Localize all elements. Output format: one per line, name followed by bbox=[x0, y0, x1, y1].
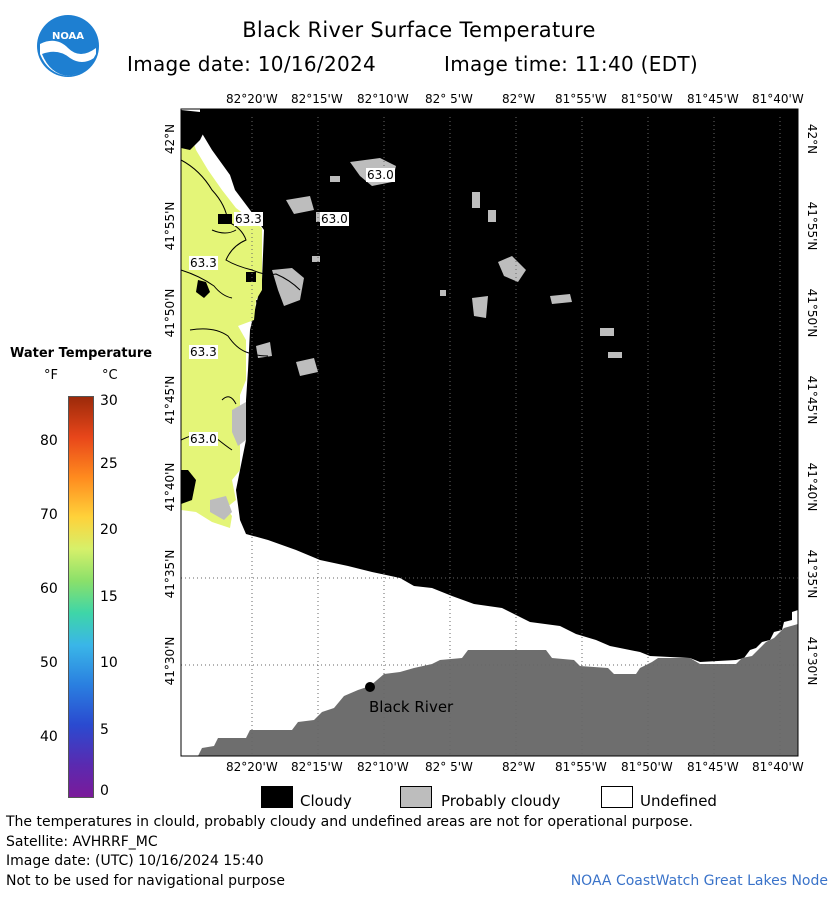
lat-label-right: 41°30'N bbox=[805, 636, 819, 686]
legend-c-tick: 30 bbox=[100, 393, 118, 409]
lon-label-bottom: 82°20'W bbox=[226, 760, 278, 774]
lon-label-bottom: 81°50'W bbox=[621, 760, 673, 774]
legend-f-tick: 70 bbox=[40, 507, 58, 523]
lat-label-right: 41°40'N bbox=[805, 462, 819, 512]
lon-label-top: 82°20'W bbox=[226, 92, 278, 106]
lat-label-left: 41°50'N bbox=[163, 288, 177, 338]
lat-label-right: 41°45'N bbox=[805, 375, 819, 425]
lon-label-bottom: 81°55'W bbox=[555, 760, 607, 774]
lon-label-top: 82°W bbox=[502, 92, 536, 106]
contour-label: 63.0 bbox=[366, 168, 395, 182]
land-area bbox=[181, 624, 798, 756]
legend-unit-c: °C bbox=[102, 368, 118, 383]
legend-c-tick: 20 bbox=[100, 522, 118, 538]
lon-label-top: 81°55'W bbox=[555, 92, 607, 106]
nav-warning-text: Not to be used for navigational purpose bbox=[6, 873, 285, 889]
lon-label-top: 81°50'W bbox=[621, 92, 673, 106]
image-date: Image date: 10/16/2024 bbox=[127, 52, 377, 76]
logo-text: NOAA bbox=[52, 31, 84, 42]
map-frame bbox=[180, 108, 799, 757]
legend-c-tick: 15 bbox=[100, 589, 118, 605]
utc-date-text: Image date: (UTC) 10/16/2024 15:40 bbox=[6, 853, 264, 869]
legend-unit-f: °F bbox=[44, 368, 58, 383]
lon-label-top: 82°10'W bbox=[357, 92, 409, 106]
lon-label-bottom: 81°40'W bbox=[752, 760, 804, 774]
contour-label: 63.3 bbox=[189, 345, 218, 359]
lat-label-right: 42°N bbox=[805, 123, 819, 155]
lon-label-bottom: 82°15'W bbox=[291, 760, 343, 774]
key-label-undefined: Undefined bbox=[640, 792, 717, 810]
contour-label: 63.3 bbox=[234, 212, 263, 226]
legend-title: Water Temperature bbox=[10, 346, 153, 361]
key-swatch-undefined bbox=[601, 786, 633, 808]
legend-c-tick: 0 bbox=[100, 783, 109, 799]
satellite-text: Satellite: AVHRRF_MC bbox=[6, 834, 158, 850]
place-label: Black River bbox=[369, 698, 454, 716]
water-63-area bbox=[181, 130, 262, 528]
contour-label: 63.0 bbox=[189, 432, 218, 446]
legend-f-tick: 60 bbox=[40, 581, 58, 597]
lon-label-top: 82° 5'W bbox=[425, 92, 473, 106]
lon-label-top: 82°15'W bbox=[291, 92, 343, 106]
lat-label-left: 41°30'N bbox=[163, 636, 177, 686]
lon-label-bottom: 82°10'W bbox=[357, 760, 409, 774]
legend-c-tick: 5 bbox=[100, 722, 109, 738]
lat-label-right: 41°50'N bbox=[805, 288, 819, 338]
lat-label-left: 41°55'N bbox=[163, 201, 177, 251]
key-label-cloudy: Cloudy bbox=[300, 792, 352, 810]
image-time: Image time: 11:40 (EDT) bbox=[444, 52, 699, 76]
credit-link[interactable]: NOAA CoastWatch Great Lakes Node bbox=[570, 873, 828, 889]
lat-label-left: 41°35'N bbox=[163, 549, 177, 599]
lat-label-right: 41°55'N bbox=[805, 201, 819, 251]
lon-label-bottom: 81°45'W bbox=[687, 760, 739, 774]
lon-label-top: 81°45'W bbox=[687, 92, 739, 106]
disclaimer-text: The temperatures in clould, probably clo… bbox=[6, 814, 693, 830]
legend-c-tick: 25 bbox=[100, 456, 118, 472]
lon-label-bottom: 82° 5'W bbox=[425, 760, 473, 774]
lon-label-bottom: 82°W bbox=[502, 760, 536, 774]
key-label-probably-cloudy: Probably cloudy bbox=[441, 792, 561, 810]
legend-f-tick: 40 bbox=[40, 729, 58, 745]
key-swatch-probably-cloudy bbox=[400, 786, 432, 808]
lat-label-left: 41°40'N bbox=[163, 462, 177, 512]
contour-label: 63.3 bbox=[189, 256, 218, 270]
color-scale-bar bbox=[68, 396, 94, 798]
cloud-area bbox=[200, 109, 798, 662]
lat-label-left: 42°N bbox=[163, 123, 177, 155]
legend-f-tick: 80 bbox=[40, 433, 58, 449]
lat-label-right: 41°35'N bbox=[805, 549, 819, 599]
black-river-marker bbox=[365, 682, 375, 692]
noaa-logo: NOAA bbox=[36, 14, 100, 78]
contour-label: 63.0 bbox=[320, 212, 349, 226]
legend-f-tick: 50 bbox=[40, 655, 58, 671]
isotherm-lines bbox=[180, 159, 301, 451]
graticule bbox=[181, 109, 798, 756]
lat-label-left: 41°45'N bbox=[163, 375, 177, 425]
map-title: Black River Surface Temperature bbox=[242, 18, 596, 42]
lon-label-top: 81°40'W bbox=[752, 92, 804, 106]
legend-c-tick: 10 bbox=[100, 655, 118, 671]
key-swatch-cloudy bbox=[261, 786, 293, 808]
